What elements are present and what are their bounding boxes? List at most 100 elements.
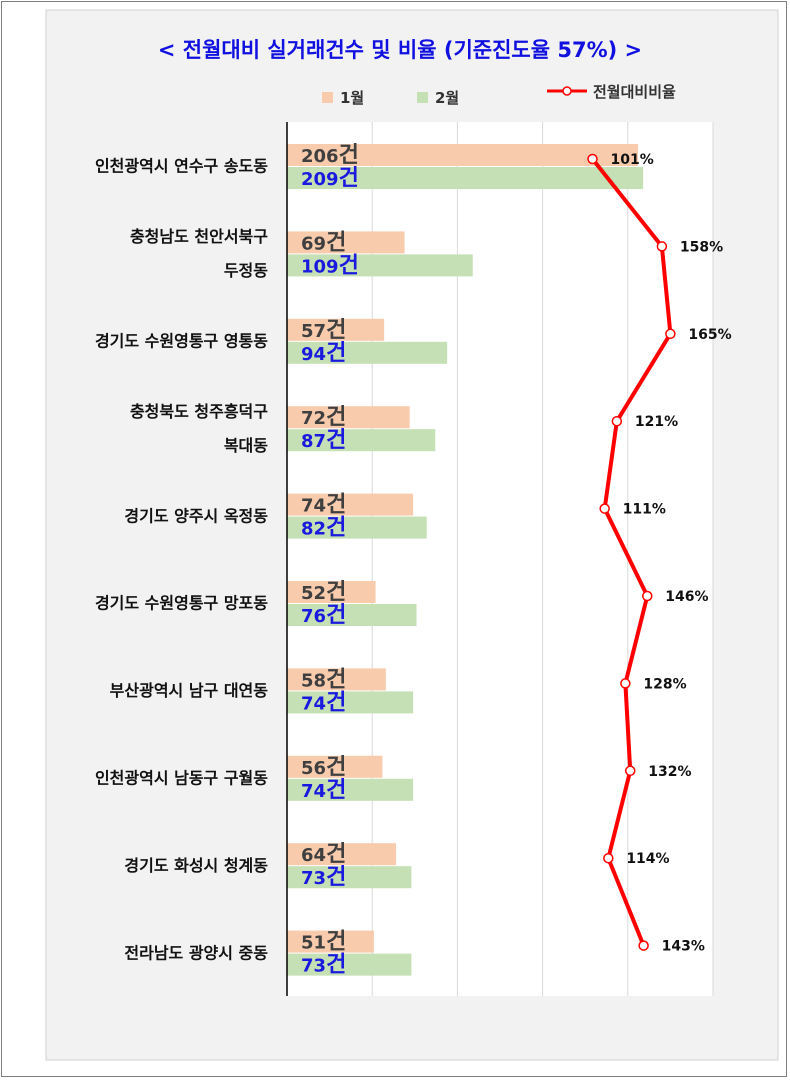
- ratio-marker: [656, 241, 668, 252]
- data-label-unit: 건: [339, 166, 359, 191]
- data-label-unit: 건: [326, 341, 346, 366]
- ratio-marker: [603, 852, 614, 864]
- data-label-unit: 건: [326, 953, 346, 978]
- legend-swatch-1: [322, 92, 333, 103]
- bars: [287, 144, 644, 976]
- bar-m2: [287, 167, 644, 189]
- ratio-label: 114%: [626, 851, 669, 867]
- data-label-unit: 건: [326, 405, 346, 430]
- ratio-label: 101%: [611, 152, 654, 168]
- ratio-label: 128%: [643, 676, 686, 692]
- data-label-unit: 건: [339, 253, 359, 278]
- data-label-unit: 건: [326, 516, 346, 541]
- data-label-m1: 69건: [301, 230, 346, 255]
- ratio-line-series: 101% 158% 165% 121% 111% 146% 128% 132% 114% 143%: [587, 152, 732, 955]
- data-label-m2: 73건: [301, 953, 346, 978]
- data-label-value: 73: [301, 868, 326, 889]
- chart-title: < 전월대비 실거래건수 및 비율 (기준진도율 57%) >: [158, 38, 642, 62]
- bar-m2: [287, 953, 412, 976]
- bar-m1: [287, 493, 414, 516]
- data-label-unit: 건: [326, 930, 346, 955]
- bar-m1: [287, 668, 386, 691]
- bar-m1: [287, 406, 410, 429]
- data-label-m2: 74건: [301, 690, 346, 715]
- category-label: 전라남도 광양시 중동: [124, 943, 268, 962]
- data-label-unit: 건: [326, 603, 346, 628]
- data-label-m1: 52건: [301, 580, 346, 605]
- data-label-m1: 72건: [301, 405, 346, 430]
- category-label: 경기도 수원영통구 영통동: [95, 332, 268, 351]
- bar-m1: [287, 231, 405, 254]
- data-label-unit: 건: [326, 580, 346, 605]
- category-label: 충청남도 천안서북구: [130, 227, 268, 246]
- ratio-label: 165%: [688, 327, 731, 343]
- data-label-value: 56: [301, 758, 326, 779]
- legend-label-2: 2월: [435, 89, 459, 107]
- ratio-label: 143%: [662, 939, 705, 955]
- data-label-unit: 건: [326, 842, 346, 867]
- data-label-m1: 74건: [301, 493, 346, 518]
- data-label-value: 73: [301, 956, 326, 977]
- data-label-m1: 206건: [301, 143, 359, 168]
- bar-m2: [287, 778, 414, 801]
- data-label-m2: 209건: [301, 166, 359, 191]
- data-label-value: 57: [301, 321, 326, 342]
- data-label-m2: 73건: [301, 865, 346, 890]
- data-label-value: 72: [301, 408, 326, 429]
- category-label: 경기도 양주시 옥정동: [124, 506, 268, 525]
- data-label-value: 87: [301, 431, 326, 452]
- bar-m1: [287, 581, 376, 603]
- data-label-unit: 건: [326, 318, 346, 343]
- data-label-unit: 건: [326, 230, 346, 255]
- bar-m1: [287, 930, 374, 953]
- data-label-value: 64: [301, 845, 326, 866]
- legend-ratio-marker: [562, 86, 572, 96]
- data-label-m1: 58건: [301, 667, 346, 692]
- data-label-m2: 74건: [301, 778, 346, 803]
- data-label-m1: 56건: [301, 755, 346, 780]
- data-labels: 206건209건69건109건57건94건72건87건74건82건52건76건5…: [301, 143, 359, 978]
- data-label-value: 109: [301, 256, 339, 277]
- bar-m2: [287, 516, 427, 539]
- legend-label-1: 1월: [340, 89, 364, 107]
- data-label-value: 74: [301, 496, 326, 517]
- bar-m2: [287, 429, 436, 452]
- category-label: 경기도 수원영통구 망포동: [95, 594, 268, 613]
- ratio-marker: [665, 328, 676, 340]
- ratio-marker: [620, 678, 631, 689]
- data-label-value: 82: [301, 519, 326, 540]
- ratio-line: [590, 157, 673, 947]
- ratio-marker: [599, 503, 610, 514]
- category-label: 복대동: [224, 436, 268, 455]
- data-label-value: 69: [301, 233, 326, 254]
- data-label-unit: 건: [326, 493, 346, 518]
- bar-m1: [287, 318, 385, 341]
- data-label-unit: 건: [326, 778, 346, 803]
- data-label-m1: 57건: [301, 318, 346, 343]
- ratio-label: 111%: [623, 502, 666, 518]
- ratio-marker: [638, 940, 649, 951]
- data-label-value: 94: [301, 344, 326, 365]
- bar-m2: [287, 604, 417, 626]
- bar-m1: [287, 843, 397, 866]
- bar-m2: [287, 866, 412, 889]
- data-label-m1: 51건: [301, 930, 346, 955]
- data-label-m2: 87건: [301, 428, 346, 453]
- ratio-marker: [642, 590, 653, 602]
- data-label-value: 76: [301, 606, 326, 627]
- category-label: 두정동: [224, 261, 268, 280]
- category-label: 인천광역시 연수구 송도동: [95, 157, 268, 176]
- data-label-unit: 건: [326, 755, 346, 780]
- ratio-label: 121%: [635, 414, 678, 430]
- legend-swatch-2: [417, 92, 428, 103]
- data-label-value: 58: [301, 670, 326, 691]
- data-label-m2: 82건: [301, 516, 346, 541]
- data-label-value: 74: [301, 693, 326, 714]
- category-label: 부산광역시 남구 대연동: [110, 681, 269, 700]
- data-label-unit: 건: [326, 428, 346, 453]
- category-label: 인천광역시 남동구 구월동: [95, 769, 268, 788]
- data-label-value: 52: [301, 583, 326, 604]
- ratio-marker: [587, 153, 598, 165]
